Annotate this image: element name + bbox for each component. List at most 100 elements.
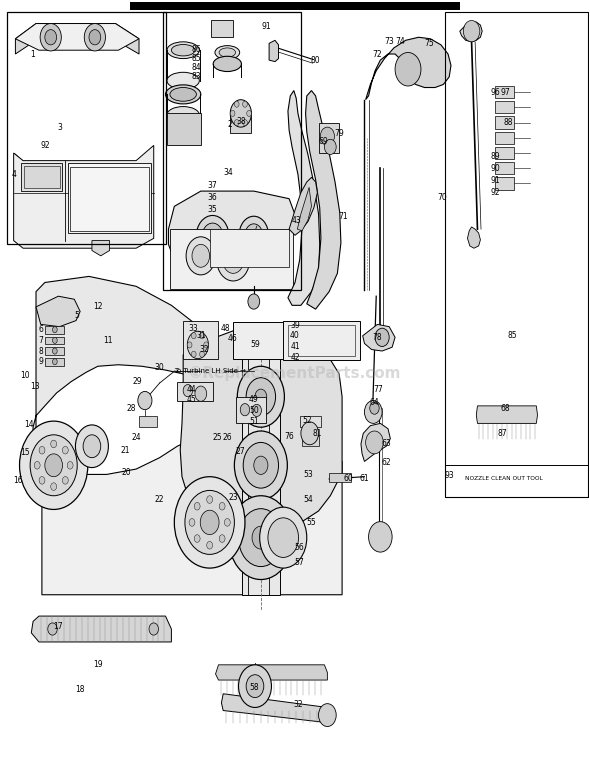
Text: 71: 71 <box>339 212 348 221</box>
Circle shape <box>242 101 247 108</box>
Polygon shape <box>31 616 171 642</box>
Polygon shape <box>68 163 151 233</box>
Text: 31: 31 <box>196 331 206 340</box>
Text: 76: 76 <box>284 432 294 441</box>
Circle shape <box>365 401 382 423</box>
Text: 11: 11 <box>103 336 113 345</box>
Circle shape <box>199 333 204 339</box>
Text: 32: 32 <box>293 700 303 709</box>
Text: 54: 54 <box>304 495 313 504</box>
Circle shape <box>222 246 244 273</box>
Polygon shape <box>15 24 139 54</box>
Text: 43: 43 <box>292 215 301 224</box>
Text: NOZZLE CLEAN OUT TOOL: NOZZLE CLEAN OUT TOOL <box>465 476 543 481</box>
Text: 7: 7 <box>38 336 43 345</box>
Bar <box>495 117 514 129</box>
Circle shape <box>463 21 480 42</box>
Text: 64: 64 <box>369 398 379 407</box>
Circle shape <box>228 496 293 580</box>
Polygon shape <box>42 427 342 594</box>
Circle shape <box>39 446 45 454</box>
Circle shape <box>268 518 299 558</box>
Text: 55: 55 <box>306 518 316 527</box>
Text: 5: 5 <box>75 311 80 320</box>
Text: 10: 10 <box>21 371 30 380</box>
Text: 50: 50 <box>249 406 258 415</box>
Circle shape <box>246 378 276 416</box>
Circle shape <box>238 665 271 707</box>
Circle shape <box>245 224 263 246</box>
Text: 20: 20 <box>122 468 131 478</box>
Text: 3: 3 <box>57 123 62 132</box>
Polygon shape <box>14 146 154 248</box>
Text: 84: 84 <box>192 63 202 72</box>
Text: 25: 25 <box>212 433 222 443</box>
Bar <box>6 12 166 244</box>
Text: 35: 35 <box>208 205 218 214</box>
Text: 41: 41 <box>290 342 300 351</box>
Circle shape <box>194 535 200 542</box>
Polygon shape <box>467 227 480 248</box>
Polygon shape <box>361 423 391 462</box>
Circle shape <box>202 223 223 250</box>
Text: 38: 38 <box>236 117 245 126</box>
Circle shape <box>192 244 209 267</box>
Polygon shape <box>92 240 110 256</box>
Polygon shape <box>306 91 341 309</box>
Circle shape <box>174 477 245 568</box>
Polygon shape <box>476 406 537 423</box>
Text: 36: 36 <box>208 193 218 201</box>
Text: 75: 75 <box>424 39 434 48</box>
Polygon shape <box>180 327 342 530</box>
Circle shape <box>40 24 61 51</box>
Text: 13: 13 <box>30 382 40 391</box>
Polygon shape <box>269 40 278 62</box>
Text: 60: 60 <box>343 474 353 483</box>
Circle shape <box>63 477 68 485</box>
Text: 17: 17 <box>54 623 63 631</box>
Text: ©ReplacementParts.com: ©ReplacementParts.com <box>188 366 402 382</box>
Circle shape <box>185 491 234 555</box>
Text: 42: 42 <box>290 353 300 362</box>
Circle shape <box>191 333 196 339</box>
Bar <box>495 147 514 159</box>
Circle shape <box>149 623 159 635</box>
Bar <box>183 320 218 359</box>
Polygon shape <box>36 296 80 327</box>
Ellipse shape <box>167 42 199 59</box>
Text: 92: 92 <box>40 141 50 150</box>
Bar <box>495 163 514 174</box>
Bar <box>163 12 301 290</box>
Text: 12: 12 <box>93 302 103 311</box>
Bar <box>130 2 460 10</box>
Circle shape <box>234 431 287 500</box>
Circle shape <box>200 510 219 535</box>
Circle shape <box>240 404 250 416</box>
Circle shape <box>234 120 239 126</box>
Circle shape <box>254 456 268 475</box>
Bar <box>233 322 298 359</box>
Text: 27: 27 <box>235 447 245 456</box>
Bar <box>24 166 60 188</box>
Text: 78: 78 <box>373 333 382 342</box>
Circle shape <box>53 337 57 343</box>
Circle shape <box>230 100 251 127</box>
Circle shape <box>217 238 250 281</box>
Ellipse shape <box>167 107 199 124</box>
Text: 2: 2 <box>228 120 232 129</box>
Bar <box>45 336 64 344</box>
Text: 22: 22 <box>155 495 165 504</box>
Text: 68: 68 <box>501 404 510 414</box>
Ellipse shape <box>213 56 241 72</box>
Circle shape <box>199 351 204 357</box>
Circle shape <box>366 431 384 454</box>
Circle shape <box>187 342 192 348</box>
Bar <box>236 397 266 423</box>
Text: 93: 93 <box>445 472 455 481</box>
Bar <box>209 229 289 267</box>
Polygon shape <box>288 91 320 305</box>
Ellipse shape <box>170 88 196 101</box>
Polygon shape <box>221 694 329 723</box>
Ellipse shape <box>171 44 195 56</box>
Circle shape <box>246 674 264 697</box>
